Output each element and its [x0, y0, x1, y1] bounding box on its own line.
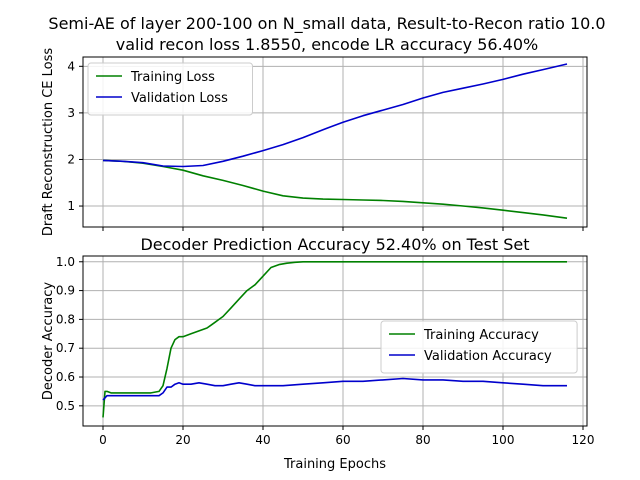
- acc-legend: Training Accuracy Validation Accuracy: [380, 320, 578, 374]
- acc-ytick-label-3: 0.8: [56, 312, 75, 326]
- figure-title-line2: valid recon loss 1.8550, encode LR accur…: [116, 35, 539, 54]
- acc-xtick-label-4: 80: [415, 433, 430, 447]
- loss-ylabel: Draft Reconstruction CE Loss: [41, 48, 56, 236]
- acc-xtick-label-6: 120: [572, 433, 595, 447]
- acc-xlabel: Training Epochs: [283, 457, 386, 472]
- acc-ytick-label-1: 0.6: [56, 370, 75, 384]
- acc-ytick-label-0: 0.5: [56, 399, 75, 413]
- loss-series-training-line: [102, 159, 568, 219]
- acc-xtick-label-3: 60: [335, 433, 350, 447]
- acc-ytick-label-4: 0.9: [56, 284, 75, 298]
- loss-ytick-label-1: 2: [67, 152, 75, 166]
- accuracy-panel: 0 20 40 60 80 100 1200.50.60.70.80.91.0Decoder…: [41, 235, 594, 472]
- acc-ytick-label-2: 0.7: [56, 341, 75, 355]
- loss-legend-label-validation: Validation Loss: [131, 91, 228, 106]
- figure-title-line1: Semi-AE of layer 200-100 on N_small data…: [48, 14, 605, 34]
- loss-legend: Training Loss Validation Loss: [87, 62, 253, 116]
- acc-legend-box: [380, 320, 578, 374]
- loss-ytick-label-2: 3: [67, 106, 75, 120]
- acc-legend-label-validation: Validation Accuracy: [424, 349, 552, 364]
- acc-xtick-label-1: 20: [175, 433, 190, 447]
- loss-ytick-label-3: 4: [67, 59, 75, 73]
- acc-ylabel: Decoder Accuracy: [41, 282, 56, 400]
- loss-ytick-label-0: 1: [67, 199, 75, 213]
- acc-axes-frame: [82, 255, 588, 427]
- loss-legend-box: [87, 62, 253, 116]
- loss-panel: 1 2 3 4 Draft Reconstruction CE Loss Training…: [41, 48, 588, 236]
- loss-axes-frame: [82, 56, 588, 228]
- acc-xtick-label-5: 100: [492, 433, 515, 447]
- acc-legend-label-training: Training Accuracy: [423, 328, 539, 343]
- acc-series-training-line: [102, 260, 567, 418]
- loss-legend-label-training: Training Loss: [130, 70, 215, 85]
- loss-series-validation-line: [102, 63, 568, 168]
- acc-xtick-label-2: 40: [255, 433, 270, 447]
- acc-xtick-label-0: 0: [99, 433, 107, 447]
- acc-ytick-label-5: 1.0: [56, 255, 75, 269]
- acc-series-validation-line: [102, 377, 567, 401]
- acc-panel-title: Decoder Prediction Accuracy 52.40% on Te…: [140, 235, 529, 254]
